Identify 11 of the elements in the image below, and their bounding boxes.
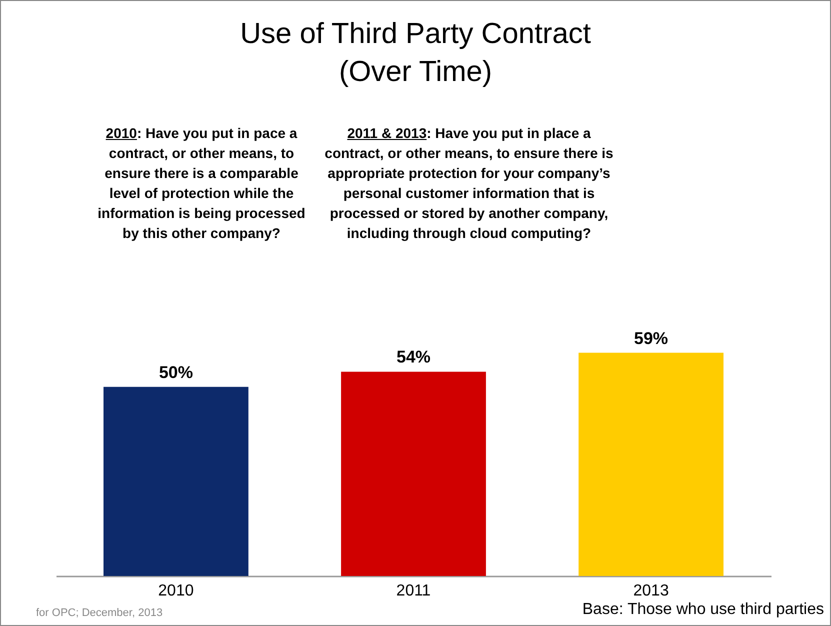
x-tick-label: 2011: [396, 582, 431, 600]
text: Base: Those who use third parties: [582, 601, 824, 619]
text: 2011 & 2013: Have you put in place a contract, or other means, to ensure there is appropriate protection for your company’s personal customer information that is processed or stored by another company, including through cloud computing?: [324, 124, 614, 243]
x-tick-label: 2010: [158, 582, 194, 600]
data-label: 59%: [634, 328, 668, 348]
data-label: 50%: [158, 362, 193, 382]
chart-title: Use of Third Party Contract (Over Time): [239, 17, 592, 90]
text: for OPC; December, 2013: [36, 607, 163, 619]
data-label: 54%: [396, 348, 431, 367]
x-tick-label: 2013: [633, 582, 669, 600]
text: 2010: Have you put in pace a contract, or other means, to ensure there is a comparable level of protection while the information is being processed by this other company?: [96, 124, 306, 243]
